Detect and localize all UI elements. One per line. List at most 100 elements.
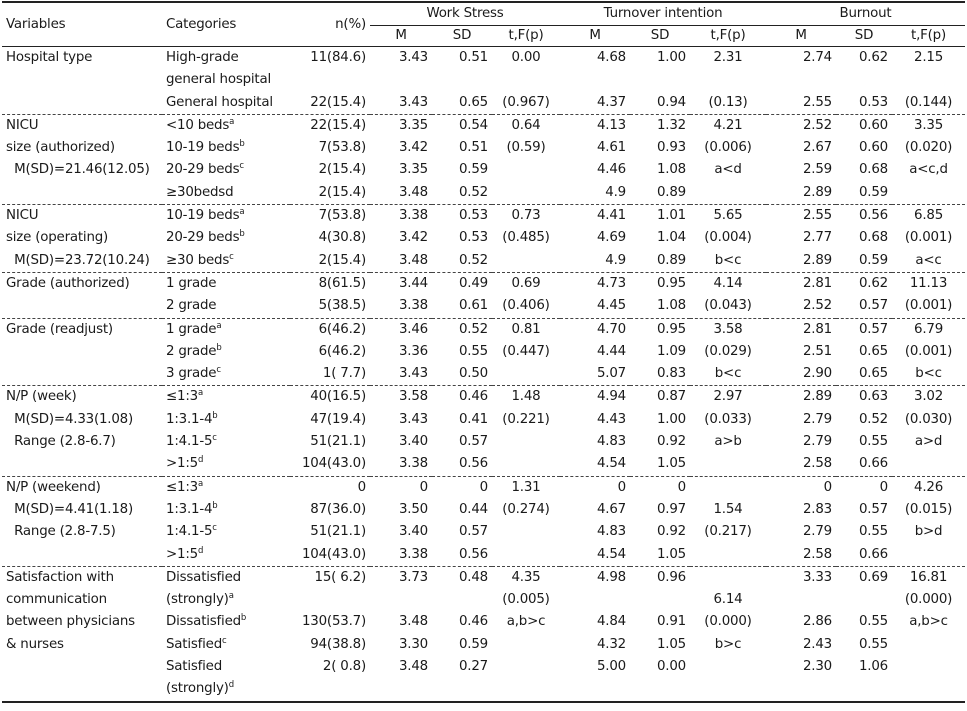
cell-variable: NICU xyxy=(2,204,162,228)
cell-ti-test: (0.13) xyxy=(708,94,748,110)
cell-ti-sd: 0.95 xyxy=(630,317,690,341)
cell-bo-sd: 0.60 xyxy=(858,140,888,156)
cell-bo-test: b>d xyxy=(914,524,943,540)
cell-ti-m: 4.43 xyxy=(596,411,626,427)
cell-ti-m: 4.13 xyxy=(560,113,630,138)
table-row: & nurses Satisfiedc 94(38.8) 3.30 0.59 4.32 1.… xyxy=(2,634,965,656)
cell-bo-test: a,b>c xyxy=(909,614,948,630)
cell-ws-sd: 0.52 xyxy=(458,252,488,268)
cell-variable xyxy=(2,92,162,115)
cell-bo-sd: 0.57 xyxy=(858,298,888,314)
header-bo-test: t,F(p) xyxy=(892,25,966,47)
cell-ws-test: (0.005) xyxy=(502,592,550,608)
table-row: Satisfied 2( 0.8) 3.48 0.27 5.00 0.00 2.30 1.06 xyxy=(2,656,965,678)
cell-bo-m: 2.83 xyxy=(802,501,832,517)
cell-ti-sd: 1.08 xyxy=(656,162,686,178)
category-superscript: c xyxy=(212,523,217,534)
category-label: General hospital xyxy=(166,94,273,110)
category-superscript: c xyxy=(239,161,244,172)
category-label: ≥30bedsd xyxy=(166,184,234,200)
cell-ws-m: 3.43 xyxy=(398,50,428,65)
cell-bo-m: 2.52 xyxy=(766,113,836,138)
table-row: between physicians Dissatisfiedb 130(53.7)… xyxy=(2,611,965,633)
cell-ti-sd: 0.92 xyxy=(656,434,686,450)
cell-variable xyxy=(2,182,162,205)
cell-variable: & nurses xyxy=(6,636,64,652)
cell-ws-sd: 0.65 xyxy=(458,94,488,110)
cell-ws-test: 1.48 xyxy=(492,385,560,409)
cell-ti-test xyxy=(690,544,766,567)
cell-ws-test xyxy=(492,634,560,656)
header-row-sub: M SD t,F(p) M SD t,F(p) M SD t,F(p) xyxy=(2,25,966,47)
cell-ti-m xyxy=(560,589,630,611)
cell-ws-test xyxy=(492,656,560,678)
cell-ti-m: 4.73 xyxy=(560,271,630,296)
cell-n-percent: 22(15.4) xyxy=(310,94,366,110)
header-ti-test: t,F(p) xyxy=(690,25,766,47)
category-superscript: a xyxy=(228,591,234,602)
category-label: High-grade xyxy=(166,50,239,65)
cell-ws-sd xyxy=(432,69,492,91)
cell-bo-m: 2.51 xyxy=(802,343,832,359)
cell-ws-m xyxy=(370,678,432,703)
cell-variable: Grade (authorized) xyxy=(2,271,162,296)
category-superscript: d xyxy=(197,545,204,556)
cell-bo-m xyxy=(766,678,836,703)
cell-bo-test: (0.001) xyxy=(904,298,953,314)
cell-n-percent: 6(46.2) xyxy=(290,317,370,341)
cell-ti-sd: 1.05 xyxy=(656,456,686,472)
cell-bo-test xyxy=(892,453,965,476)
cell-variable: size (authorized) xyxy=(6,140,115,156)
table-row: 3 gradec 1( 7.7) 3.43 0.50 5.07 0.83 b<c 2.90 0.… xyxy=(2,363,965,386)
cell-ws-test: (0.967) xyxy=(502,94,550,110)
cell-ws-test xyxy=(492,544,560,567)
cell-ti-sd: 0.96 xyxy=(630,565,690,590)
cell-ti-test: 6.14 xyxy=(713,592,743,608)
cell-variable: between physicians xyxy=(6,614,135,630)
cell-bo-sd: 0.63 xyxy=(836,385,892,409)
header-categories: Categories xyxy=(162,1,290,47)
cell-n-percent: 8(61.5) xyxy=(290,271,370,296)
cell-ws-test xyxy=(492,453,560,476)
cell-ti-test: b<c xyxy=(714,252,742,268)
category-label: Satisfied xyxy=(166,659,223,675)
cell-bo-m: 2.52 xyxy=(802,298,832,314)
cell-ws-test xyxy=(492,182,560,205)
cell-category: Satisfiedc xyxy=(162,634,290,656)
cell-ws-m: 3.38 xyxy=(398,456,428,472)
cell-ti-m: 4.94 xyxy=(560,385,630,409)
cell-bo-m: 2.74 xyxy=(802,50,832,65)
cell-ws-sd: 0.53 xyxy=(458,230,488,246)
cell-variable: M(SD)=21.46(12.05) xyxy=(6,162,150,178)
cell-ws-test: (0.59) xyxy=(506,140,546,156)
cell-bo-m: 2.90 xyxy=(802,366,832,382)
cell-ti-sd xyxy=(630,589,690,611)
category-superscript: d xyxy=(197,455,204,466)
table-row: Satisfaction with Dissatisfied 15( 6.2) 3.7… xyxy=(2,565,966,590)
cell-ti-test: b>c xyxy=(714,636,742,652)
header-row-groups: Variables Categories n(%) Work Stress Tu… xyxy=(2,1,966,47)
category-superscript: a xyxy=(216,320,222,331)
cell-bo-sd: 0.55 xyxy=(858,434,888,450)
cell-variable xyxy=(2,544,162,567)
category-superscript: c xyxy=(216,365,221,376)
cell-bo-test xyxy=(892,544,965,567)
cell-bo-m: 2.59 xyxy=(802,162,832,178)
cell-bo-sd: 0.66 xyxy=(858,456,888,472)
category-label: 1:4.1-5 xyxy=(166,434,213,450)
cell-category: 10-19 bedsa xyxy=(162,204,290,228)
cell-ti-m: 4.83 xyxy=(596,524,626,540)
cell-ti-sd: 0.89 xyxy=(656,184,686,200)
cell-ti-sd: 1.00 xyxy=(656,411,686,427)
cell-variable: N/P (weekend) xyxy=(2,475,162,499)
cell-variable xyxy=(2,678,162,703)
cell-n-percent xyxy=(290,589,370,611)
cell-category: Satisfied xyxy=(162,656,290,678)
cell-bo-sd: 0.62 xyxy=(858,50,888,65)
cell-ti-sd: 1.01 xyxy=(630,204,690,228)
cell-ti-m: 4.61 xyxy=(596,140,626,156)
cell-ti-sd: 1.32 xyxy=(630,113,690,138)
cell-category: ≤1:3a xyxy=(162,385,290,409)
cell-ti-test: b<c xyxy=(714,366,742,382)
cell-bo-test: a<c,d xyxy=(909,162,948,178)
